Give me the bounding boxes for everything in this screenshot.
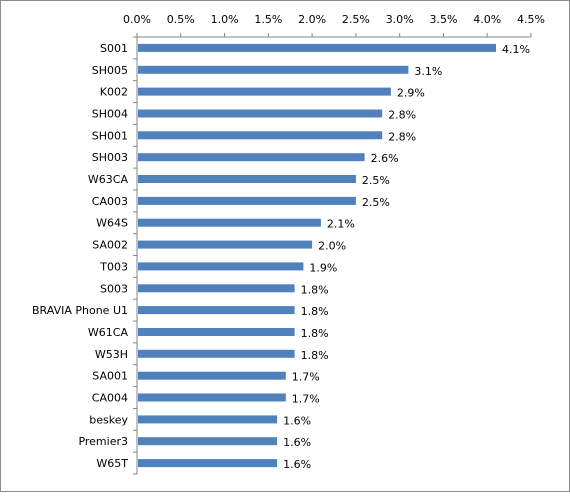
category-label: W61CA: [88, 326, 129, 339]
x-tick-label: 4.0%: [473, 13, 501, 26]
bar: [138, 196, 356, 205]
bar: [138, 393, 286, 402]
data-label: 1.7%: [292, 393, 320, 406]
category-label: SA001: [92, 370, 128, 383]
data-label: 2.8%: [388, 109, 416, 122]
bar: [138, 131, 383, 140]
category-label: beskey: [89, 413, 128, 426]
data-label: 1.6%: [283, 458, 311, 471]
x-tick-label: 3.5%: [429, 13, 457, 26]
data-label: 2.8%: [388, 130, 416, 143]
category-label: SH004: [92, 108, 128, 121]
data-label: 2.1%: [327, 218, 355, 231]
bar: [138, 240, 313, 249]
bar: [138, 109, 383, 118]
category-label: W63CA: [88, 173, 129, 186]
data-label: 2.6%: [371, 152, 399, 165]
category-label: SA002: [92, 239, 128, 252]
data-label: 1.7%: [292, 371, 320, 384]
data-label: 1.8%: [301, 305, 329, 318]
data-label: 3.1%: [414, 65, 442, 78]
bar: [138, 262, 304, 271]
data-label: 1.8%: [301, 327, 329, 340]
bar: [138, 87, 391, 96]
bar: [138, 218, 321, 227]
category-label: W53H: [95, 348, 128, 361]
data-label: 1.6%: [283, 414, 311, 427]
data-label: 2.5%: [362, 174, 390, 187]
bar: [138, 437, 278, 446]
bar: [138, 371, 286, 380]
category-label: BRAVIA Phone U1: [32, 304, 128, 317]
category-label: S001: [100, 42, 128, 55]
data-label: 2.9%: [397, 87, 425, 100]
data-label: 1.9%: [309, 261, 337, 274]
bar: [138, 328, 295, 336]
x-tick-label: 3.0%: [386, 13, 414, 26]
x-tick-label: 1.0%: [211, 13, 239, 26]
x-tick-label: 2.5%: [342, 13, 370, 26]
category-label: SH003: [92, 151, 128, 164]
bar: [138, 153, 365, 162]
x-tick-label: 4.5%: [517, 13, 545, 26]
bar: [138, 65, 409, 74]
x-tick-label: 2.0%: [298, 13, 326, 26]
bar: [138, 175, 356, 183]
category-label: S003: [100, 282, 128, 295]
bar: [138, 43, 496, 52]
category-label: CA004: [92, 392, 128, 405]
bar: [138, 306, 295, 315]
category-label: W64S: [96, 217, 128, 230]
category-label: W65T: [96, 457, 128, 470]
x-tick-label: 0.0%: [123, 13, 151, 26]
bar: [138, 459, 278, 468]
data-label: 1.8%: [301, 349, 329, 362]
category-label: K002: [100, 86, 128, 99]
bar: [138, 415, 278, 424]
data-label: 1.8%: [301, 283, 329, 296]
data-label: 2.5%: [362, 196, 390, 209]
bar: [138, 284, 295, 293]
data-label: 4.1%: [502, 43, 530, 56]
category-label: SH005: [92, 64, 128, 77]
data-label: 2.0%: [318, 240, 346, 253]
data-label: 1.6%: [283, 436, 311, 449]
category-label: SH001: [92, 129, 128, 142]
x-tick-label: 0.5%: [167, 13, 195, 26]
category-label: Premier3: [78, 435, 128, 448]
category-label: CA003: [92, 195, 128, 208]
category-label: T003: [99, 260, 128, 273]
x-tick-label: 1.5%: [254, 13, 282, 26]
bar: [138, 349, 295, 358]
